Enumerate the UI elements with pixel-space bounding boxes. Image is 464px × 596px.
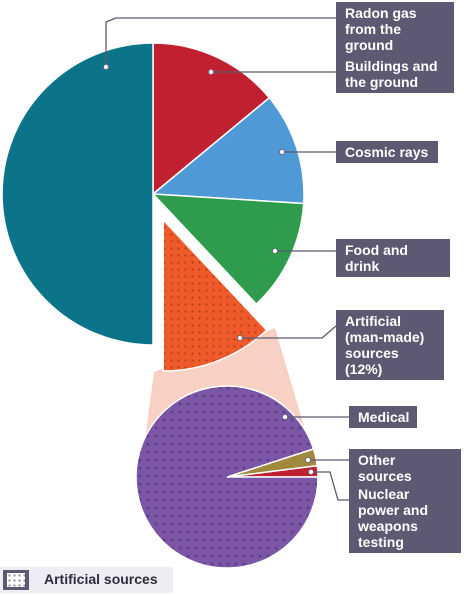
- radon-leader-line: [105, 17, 336, 67]
- artificial-sources-pie: [135, 385, 319, 569]
- label-radon: Radon gas from the ground: [336, 2, 454, 56]
- label-food-drink: Food and drink: [336, 239, 450, 277]
- food-drink-leader-dot: [271, 247, 278, 254]
- main-slice-3: [162, 218, 268, 372]
- main-slice-4: [1, 42, 154, 346]
- cosmic-rays-leader-dot: [278, 148, 285, 155]
- main-slice-2: [151, 193, 305, 306]
- leader-lines: [103, 17, 349, 501]
- label-nuclear: Nuclear power and weapons testing: [349, 483, 461, 553]
- legend-swatch-icon: [3, 570, 29, 590]
- legend: Artificial sources: [0, 567, 173, 593]
- artificial-leader-dot: [236, 334, 243, 341]
- label-medical: Medical: [349, 406, 417, 428]
- main-slice-1: [151, 96, 305, 205]
- nuclear-leader-line: [311, 471, 349, 501]
- main-pie: [1, 42, 305, 372]
- medical-leader-dot: [281, 413, 288, 420]
- legend-label: Artificial sources: [44, 571, 158, 587]
- label-artificial: Artificial (man-made) sources (12%): [336, 310, 444, 380]
- artificial-leader-line: [240, 325, 337, 339]
- label-buildings: Buildings and the ground: [336, 55, 454, 93]
- radon-leader-dot: [103, 64, 110, 71]
- sub-slice-2: [135, 385, 319, 569]
- buildings-leader-dot: [207, 69, 214, 76]
- label-other-sources: Other sources: [349, 449, 461, 487]
- other-sources-leader-dot: [304, 456, 311, 463]
- main-slice-0: [152, 42, 271, 196]
- nuclear-leader-dot: [307, 468, 314, 475]
- label-cosmic-rays: Cosmic rays: [336, 141, 438, 163]
